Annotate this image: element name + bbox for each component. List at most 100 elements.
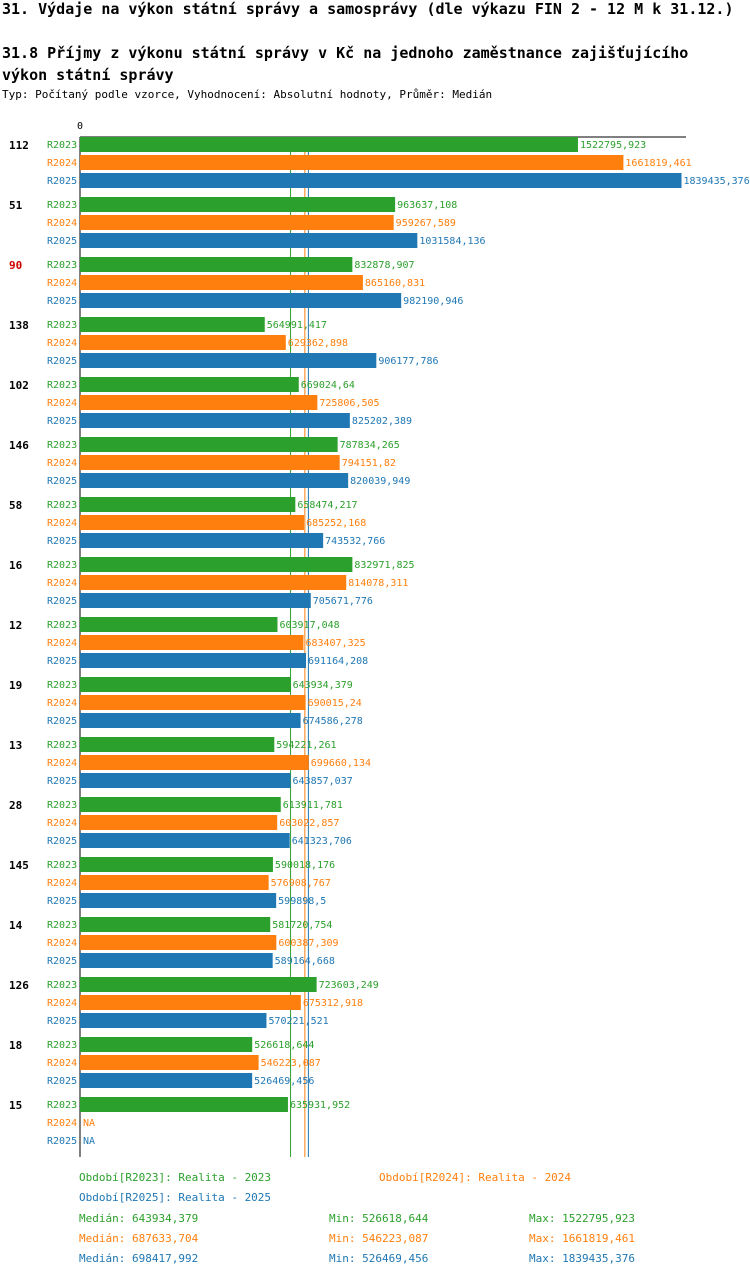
bar-value-label: 690015,24 (308, 698, 362, 709)
category-label: 28 (9, 799, 22, 812)
bar-r2023 (80, 377, 299, 392)
series-label-r2023: R2023 (47, 740, 77, 751)
bar-value-label: 576908,767 (271, 878, 331, 889)
bar-r2024 (80, 455, 340, 470)
bar-value-label: 685252,168 (306, 518, 366, 529)
series-label-r2023: R2023 (47, 620, 77, 631)
bar-r2025 (80, 533, 324, 548)
bar-r2025 (80, 713, 301, 728)
series-label-r2025: R2025 (47, 596, 77, 607)
bar-value-label: 1839435,376 (684, 176, 750, 187)
series-label-r2023: R2023 (47, 440, 77, 451)
bar-value-label: 658474,217 (297, 500, 357, 511)
legend-period-r2023: Období[R2023]: Realita - 2023 (79, 1171, 272, 1184)
series-label-r2024: R2024 (47, 698, 77, 709)
series-label-r2023: R2023 (47, 860, 77, 871)
bar-value-label: 526469,456 (254, 1076, 314, 1087)
bar-value-label: 599898,5 (278, 896, 326, 907)
series-label-r2024: R2024 (47, 218, 77, 229)
bar-value-label: NA (83, 1118, 95, 1129)
bar-r2025 (80, 173, 682, 188)
series-label-r2024: R2024 (47, 758, 77, 769)
bar-value-label: 635931,952 (290, 1100, 350, 1111)
category-label: 19 (9, 679, 22, 692)
bar-value-label: 669024,64 (301, 380, 355, 391)
category-label: 15 (9, 1099, 22, 1112)
bar-r2023 (80, 797, 281, 812)
bar-r2025 (80, 1073, 253, 1088)
series-label-r2024: R2024 (47, 638, 77, 649)
series-label-r2025: R2025 (47, 656, 77, 667)
category-label: 18 (9, 1039, 22, 1052)
bar-value-label: 832971,825 (354, 560, 414, 571)
legend-period-r2024: Období[R2024]: Realita - 2024 (379, 1171, 572, 1184)
category-label: 16 (9, 559, 23, 572)
bar-r2025 (80, 773, 291, 788)
series-label-r2023: R2023 (47, 1040, 77, 1051)
bar-r2025 (80, 1013, 267, 1028)
bar-chart: 0 112 R2023 1522795,923 R2024 1661819,461 R202… (9, 121, 750, 1157)
bar-r2023 (80, 437, 338, 452)
legend-median-r2023: Medián: 643934,379 (79, 1212, 199, 1225)
bar-r2025 (80, 473, 349, 488)
series-label-r2024: R2024 (47, 1058, 77, 1069)
bar-value-label: 814078,311 (348, 578, 408, 589)
legend-min-r2023: Min: 526618,644 (329, 1212, 429, 1225)
bar-value-label: 691164,208 (308, 656, 368, 667)
series-label-r2024: R2024 (47, 998, 77, 1009)
series-label-r2023: R2023 (47, 260, 77, 271)
bar-value-label: 1522795,923 (580, 140, 646, 151)
bar-r2025 (80, 293, 402, 308)
bar-value-label: 699660,134 (311, 758, 371, 769)
bar-value-label: 590018,176 (275, 860, 335, 871)
bar-value-label: 641323,706 (292, 836, 352, 847)
series-label-r2023: R2023 (47, 800, 77, 811)
bar-value-label: 613911,781 (283, 800, 343, 811)
bar-value-label: 564991,417 (267, 320, 327, 331)
bar-value-label: 603022,857 (279, 818, 339, 829)
bar-r2024 (80, 515, 305, 530)
bar-r2024 (80, 815, 278, 830)
bar-r2025 (80, 953, 273, 968)
bar-value-label: 594221,261 (276, 740, 336, 751)
category-label: 58 (9, 499, 22, 512)
bar-r2023 (80, 677, 291, 692)
bar-r2023 (80, 857, 273, 872)
series-label-r2025: R2025 (47, 836, 77, 847)
series-label-r2025: R2025 (47, 716, 77, 727)
legend-period-r2025: Období[R2025]: Realita - 2025 (79, 1191, 272, 1204)
bar-r2024 (80, 215, 394, 230)
series-label-r2025: R2025 (47, 296, 77, 307)
series-label-r2025: R2025 (47, 356, 77, 367)
bar-r2024 (80, 575, 347, 590)
bar-value-label: 787834,265 (340, 440, 400, 451)
axis-zero-label: 0 (77, 121, 83, 132)
bar-value-label: 865160,831 (365, 278, 425, 289)
series-label-r2023: R2023 (47, 320, 77, 331)
bar-r2024 (80, 995, 301, 1010)
bar-value-label: 546223,087 (261, 1058, 321, 1069)
legend-max-r2024: Max: 1661819,461 (529, 1232, 635, 1245)
series-label-r2024: R2024 (47, 518, 77, 529)
series-label-r2024: R2024 (47, 398, 77, 409)
bar-value-label: 982190,946 (403, 296, 463, 307)
bar-r2023 (80, 1037, 253, 1052)
series-label-r2025: R2025 (47, 476, 77, 487)
series-label-r2024: R2024 (47, 338, 77, 349)
series-label-r2023: R2023 (47, 380, 77, 391)
series-label-r2025: R2025 (47, 956, 77, 967)
legend-min-r2024: Min: 546223,087 (329, 1232, 429, 1245)
bar-r2025 (80, 233, 418, 248)
bar-value-label: 674586,278 (303, 716, 363, 727)
bar-r2025 (80, 833, 290, 848)
bar-r2024 (80, 275, 363, 290)
bar-r2024 (80, 1055, 259, 1070)
bar-r2023 (80, 497, 296, 512)
series-label-r2025: R2025 (47, 896, 77, 907)
bar-r2025 (80, 893, 277, 908)
category-label: 13 (9, 739, 22, 752)
bar-r2023 (80, 257, 353, 272)
series-label-r2024: R2024 (47, 458, 77, 469)
bar-value-label: 581720,754 (272, 920, 332, 931)
series-label-r2023: R2023 (47, 680, 77, 691)
